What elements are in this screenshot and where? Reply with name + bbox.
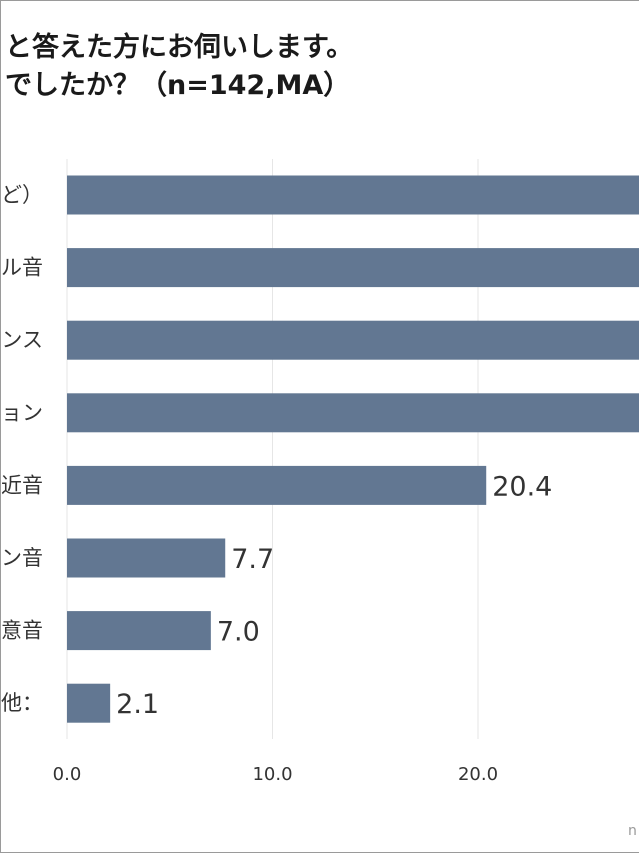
- bar-4: [67, 465, 487, 505]
- value-label-7: 2.1: [116, 689, 159, 720]
- source-note: n: [628, 823, 637, 839]
- bar-1: [67, 248, 639, 288]
- category-label-0: ど）: [1, 183, 43, 207]
- bar-7: [67, 683, 111, 723]
- chart-title-line-2: でしたか？（n=142,MA）: [5, 70, 351, 101]
- category-label-6: 意音: [1, 619, 43, 643]
- bar-3: [67, 393, 639, 433]
- bar-2: [67, 320, 639, 360]
- bar-6: [67, 611, 211, 651]
- chart-title-line-1: と答えた方にお伺いします。: [5, 32, 354, 63]
- value-label-6: 7.0: [217, 617, 260, 648]
- category-label-7: 他：: [1, 691, 43, 715]
- category-label-3: ョン: [1, 401, 43, 425]
- bar-0: [67, 175, 639, 215]
- x-tick-label-0: 0.0: [53, 764, 82, 785]
- x-tick-label-2: 20.0: [458, 764, 498, 785]
- x-tick-label-1: 10.0: [252, 764, 292, 785]
- category-label-5: ン音: [1, 546, 43, 570]
- category-label-1: ル音: [1, 256, 43, 280]
- value-label-4: 20.4: [492, 471, 552, 502]
- category-label-2: ンス: [1, 328, 43, 352]
- chart-title: と答えた方にお伺いします。 でしたか？（n=142,MA）: [5, 29, 353, 105]
- category-label-4: 近音: [1, 473, 43, 497]
- bar-5: [67, 538, 226, 578]
- value-label-5: 7.7: [231, 544, 274, 575]
